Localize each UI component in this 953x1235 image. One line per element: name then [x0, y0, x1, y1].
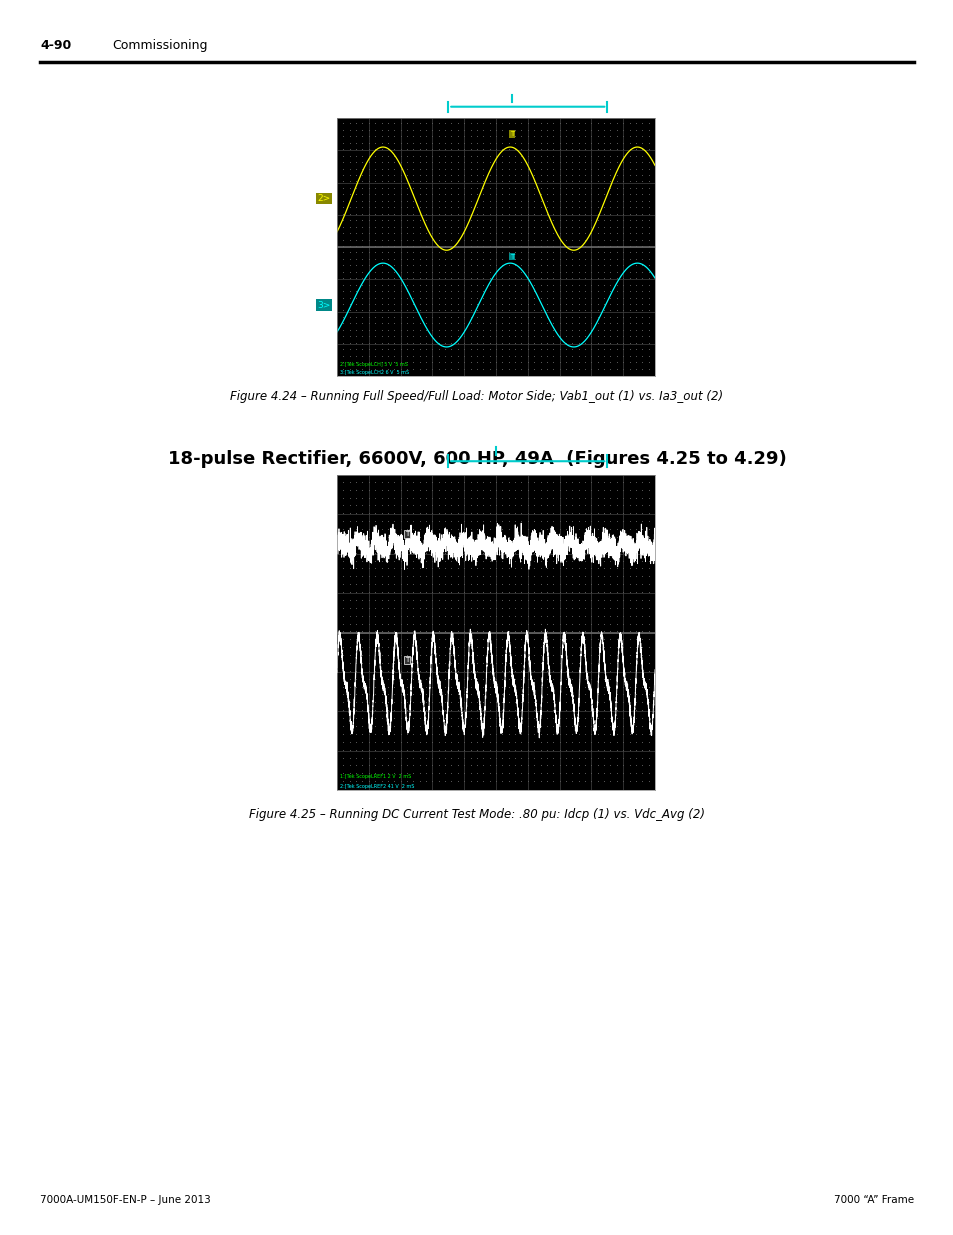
Text: Figure 4.24 – Running Full Speed/Full Load: Motor Side; Vab1_out (1) vs. Ia3_out: Figure 4.24 – Running Full Speed/Full Lo…: [231, 390, 722, 403]
Text: T: T: [509, 253, 514, 259]
Text: 2>: 2>: [317, 699, 331, 708]
Text: 4-90: 4-90: [40, 40, 71, 52]
Text: 18-pulse Rectifier, 6600V, 600 HP, 49A  (Figures 4.25 to 4.29): 18-pulse Rectifier, 6600V, 600 HP, 49A (…: [168, 450, 785, 468]
Text: 3>: 3>: [317, 300, 331, 310]
Text: 2>: 2>: [317, 194, 331, 203]
Text: Commissioning: Commissioning: [112, 40, 208, 52]
Text: 7000 “A” Frame: 7000 “A” Frame: [833, 1195, 913, 1205]
Text: 3:[Tek ScopeLCH2 6 V  5 mS: 3:[Tek ScopeLCH2 6 V 5 mS: [340, 370, 409, 375]
Text: 1>: 1>: [317, 541, 331, 551]
Text: Figure 4.25 – Running DC Current Test Mode: .80 pu: Idcp (1) vs. Vdc_Avg (2): Figure 4.25 – Running DC Current Test Mo…: [249, 808, 704, 821]
Text: T: T: [404, 531, 409, 537]
Text: T: T: [404, 657, 409, 663]
Text: T: T: [509, 131, 514, 137]
Text: 7000A-UM150F-EN-P – June 2013: 7000A-UM150F-EN-P – June 2013: [40, 1195, 211, 1205]
Text: 1:[Tek ScopeLREF1 2 V  2 mS: 1:[Tek ScopeLREF1 2 V 2 mS: [340, 773, 411, 779]
Text: 2:[Tek ScopeLCH] 5 V  5 mS: 2:[Tek ScopeLCH] 5 V 5 mS: [340, 362, 408, 367]
Text: 2:[Tek ScopeLREF2 41 V  2 mS: 2:[Tek ScopeLREF2 41 V 2 mS: [340, 783, 415, 789]
